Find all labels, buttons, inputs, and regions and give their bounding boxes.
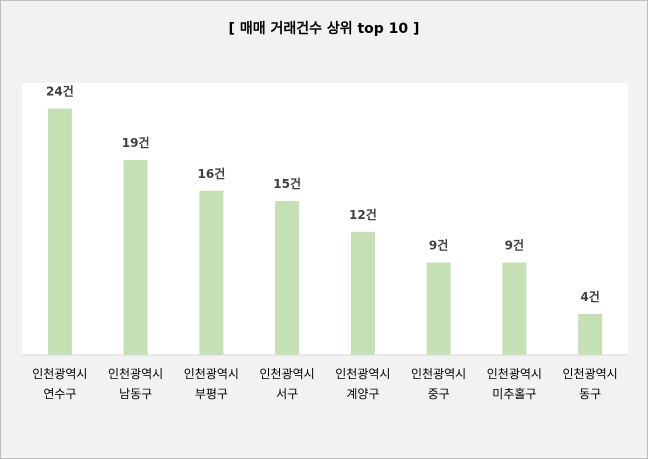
bar-6 [502,262,527,355]
data-label-5: 9건 [429,238,448,253]
x-tick-label-5-line-1: 중구 [428,387,450,401]
data-label-2: 16건 [198,166,226,181]
x-tick-label-1-line-1: 남동구 [119,387,152,401]
x-tick-label-6-line-0: 인천광역시 [487,366,542,381]
bar-1 [123,159,148,355]
bar-4 [350,231,375,355]
data-label-0: 24건 [46,84,74,99]
data-label-7: 4건 [580,289,599,304]
data-label-1: 19건 [122,135,150,150]
x-tick-label-6-line-1: 미추홀구 [492,387,536,401]
x-tick-label-4-line-1: 계양구 [346,387,379,401]
x-tick-label-7-line-0: 인천광역시 [563,366,618,381]
bar-2 [199,190,224,355]
x-tick-label-2-line-1: 부평구 [195,387,228,401]
x-tick-label-3-line-1: 서구 [276,387,298,401]
data-label-4: 12건 [349,207,377,222]
chart-title: [ 매매 거래건수 상위 top 10 ] [228,21,420,37]
x-tick-label-0-line-0: 인천광역시 [32,366,87,381]
x-tick-label-4-line-0: 인천광역시 [335,366,390,381]
data-label-6: 9건 [505,238,524,253]
bar-0 [47,108,72,356]
x-tick-label-1-line-0: 인천광역시 [108,366,163,381]
plot-area [22,83,628,355]
bar-7 [578,313,603,355]
bar-3 [275,201,300,355]
bar-5 [426,262,451,355]
x-tick-label-3-line-0: 인천광역시 [260,366,315,381]
x-tick-label-5-line-0: 인천광역시 [411,366,466,381]
x-tick-label-2-line-0: 인천광역시 [184,366,239,381]
x-tick-label-0-line-1: 연수구 [43,387,76,401]
x-tick-label-7-line-1: 동구 [579,387,601,401]
data-label-3: 15건 [273,176,301,191]
